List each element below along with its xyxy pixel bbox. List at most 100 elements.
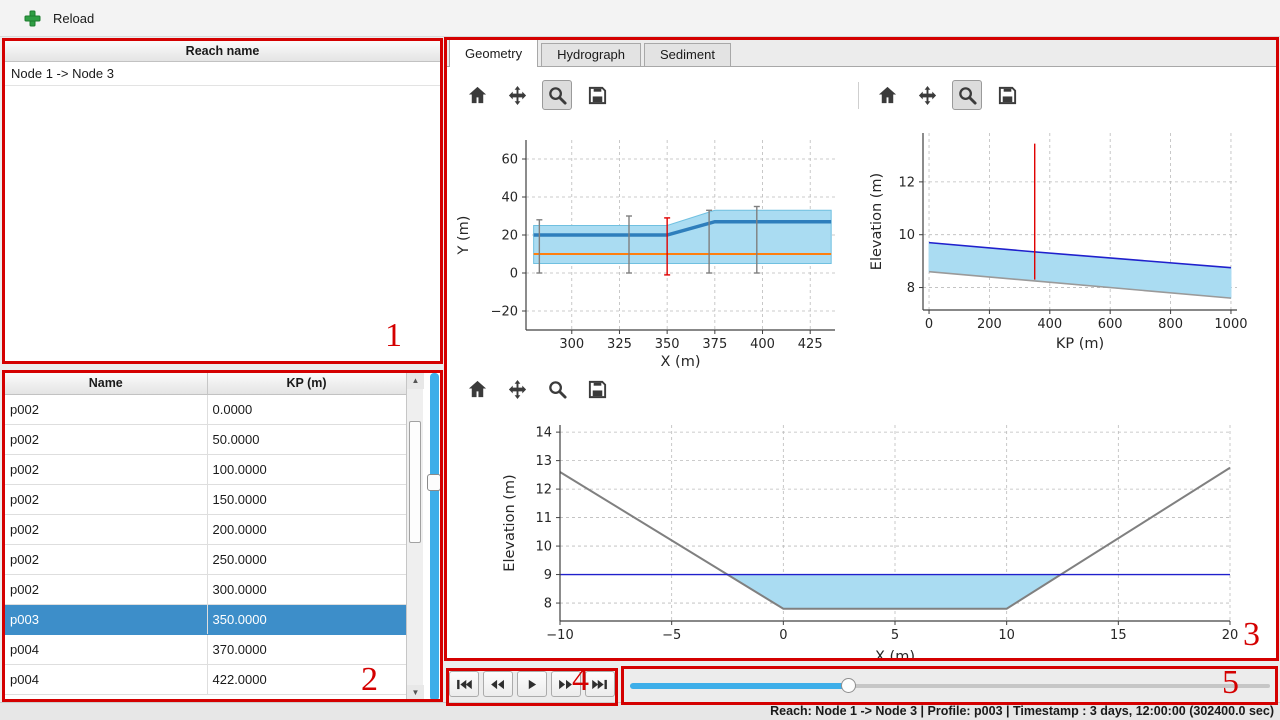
table-row[interactable]: p004 422.0000 <box>5 664 407 695</box>
profile-table: Name KP (m) p002 0.0000 p002 50.0000 p002 100… <box>5 373 407 695</box>
table-scrollbar[interactable]: ▲ ▼ <box>406 373 424 701</box>
plan-view-plot[interactable]: 300 325 350 375 400 425 −20 0 20 40 60 X (m) Y (m) <box>448 115 863 368</box>
zoom-button[interactable] <box>542 80 572 110</box>
save-button[interactable] <box>582 374 612 404</box>
scrollbar-up-icon[interactable]: ▲ <box>407 373 424 389</box>
svg-text:200: 200 <box>977 317 1002 332</box>
svg-text:800: 800 <box>1158 317 1183 332</box>
profile-panel: Name KP (m) p002 0.0000 p002 50.0000 p002 100… <box>4 372 441 702</box>
cell-name[interactable]: p002 <box>5 514 208 545</box>
zoom-button[interactable] <box>952 80 982 110</box>
panel-scrollbar-handle[interactable] <box>427 474 440 491</box>
pan-button[interactable] <box>912 80 942 110</box>
play-button[interactable] <box>517 671 547 697</box>
panel-scrollbar[interactable] <box>427 373 440 701</box>
toolbar-separator <box>858 82 859 109</box>
cell-kp[interactable]: 150.0000 <box>207 484 407 515</box>
svg-text:10: 10 <box>535 540 552 555</box>
table-row[interactable]: p002 0.0000 <box>5 394 407 425</box>
tab-geometry[interactable]: Geometry <box>449 39 539 67</box>
svg-text:425: 425 <box>798 337 823 352</box>
step-forward-icon <box>559 679 572 689</box>
cell-name[interactable]: p002 <box>5 574 208 605</box>
pan-button[interactable] <box>502 374 532 404</box>
time-slider[interactable] <box>630 676 1270 696</box>
svg-text:X (m): X (m) <box>875 649 915 660</box>
step-forward-button[interactable] <box>551 671 581 697</box>
home-button[interactable] <box>462 374 492 404</box>
cell-kp[interactable]: 350.0000 <box>207 604 407 635</box>
svg-text:12: 12 <box>535 483 552 498</box>
tab-sediment[interactable]: Sediment <box>644 43 731 67</box>
home-icon <box>468 86 486 103</box>
table-row[interactable]: p003 350.0000 <box>5 604 407 635</box>
cell-kp[interactable]: 300.0000 <box>207 574 407 605</box>
svg-text:14: 14 <box>535 426 552 441</box>
home-button[interactable] <box>462 80 492 110</box>
save-button[interactable] <box>582 80 612 110</box>
svg-text:Elevation (m): Elevation (m) <box>869 173 885 270</box>
pan-icon <box>918 85 936 105</box>
reach-panel: Reach name Node 1 -> Node 3 <box>4 40 441 362</box>
column-header-name[interactable]: Name <box>5 373 208 395</box>
playback-controls <box>449 671 615 697</box>
scrollbar-thumb[interactable] <box>409 421 421 543</box>
svg-text:0: 0 <box>779 628 787 643</box>
cell-kp[interactable]: 200.0000 <box>207 514 407 545</box>
cell-name[interactable]: p002 <box>5 544 208 575</box>
cell-name[interactable]: p003 <box>5 604 208 635</box>
table-row[interactable]: p002 200.0000 <box>5 514 407 545</box>
plan-view-chart[interactable]: 300 325 350 375 400 425 −20 0 20 40 60 X (m) Y (m) <box>448 115 863 368</box>
zoom-button[interactable] <box>542 374 572 404</box>
step-backward-button[interactable] <box>483 671 513 697</box>
cell-name[interactable]: p002 <box>5 394 208 425</box>
svg-text:Y (m): Y (m) <box>456 216 472 256</box>
svg-text:11: 11 <box>535 511 552 526</box>
home-button[interactable] <box>872 80 902 110</box>
table-header-row: Name KP (m) <box>5 373 407 395</box>
tab-hydrograph[interactable]: Hydrograph <box>541 43 642 67</box>
table-row[interactable]: p002 300.0000 <box>5 574 407 605</box>
svg-text:5: 5 <box>891 628 899 643</box>
cell-kp[interactable]: 50.0000 <box>207 424 407 455</box>
svg-text:400: 400 <box>1037 317 1062 332</box>
table-row[interactable]: p002 150.0000 <box>5 484 407 515</box>
home-icon <box>468 380 486 397</box>
cell-name[interactable]: p002 <box>5 454 208 485</box>
skip-to-start-button[interactable] <box>449 671 479 697</box>
play-icon <box>528 679 537 689</box>
svg-text:40: 40 <box>501 191 518 206</box>
table-row[interactable]: p004 370.0000 <box>5 634 407 665</box>
skip-to-end-button[interactable] <box>585 671 615 697</box>
cell-kp[interactable]: 0.0000 <box>207 394 407 425</box>
slider-fill <box>630 683 848 689</box>
cell-name[interactable]: p002 <box>5 484 208 515</box>
list-item[interactable]: Node 1 -> Node 3 <box>5 62 440 86</box>
scrollbar-down-icon[interactable]: ▼ <box>407 685 424 701</box>
reach-name-header[interactable]: Reach name <box>5 41 440 62</box>
table-row[interactable]: p002 50.0000 <box>5 424 407 455</box>
cross-section-chart[interactable]: −10 −5 0 5 10 15 20 8 9 10 11 12 13 14 X (m) Elevation … <box>448 410 1275 660</box>
table-row[interactable]: p002 250.0000 <box>5 544 407 575</box>
cell-kp[interactable]: 250.0000 <box>207 544 407 575</box>
cell-kp[interactable]: 422.0000 <box>207 664 407 695</box>
save-button[interactable] <box>992 80 1022 110</box>
svg-text:10: 10 <box>998 628 1015 643</box>
slider-handle[interactable] <box>840 678 856 693</box>
cross-section-plot[interactable]: −10 −5 0 5 10 15 20 8 9 10 11 12 13 14 X (m) Elevation … <box>448 410 1275 660</box>
long-profile-chart[interactable]: 0 200 400 600 800 1000 8 10 12 KP (m) Elevation (m… <box>865 115 1275 365</box>
reload-icon <box>24 10 41 26</box>
column-header-kp[interactable]: KP (m) <box>207 373 407 395</box>
cell-kp[interactable]: 370.0000 <box>207 634 407 665</box>
cell-kp[interactable]: 100.0000 <box>207 454 407 485</box>
pan-icon <box>508 379 526 399</box>
pan-button[interactable] <box>502 80 532 110</box>
cell-name[interactable]: p004 <box>5 634 208 665</box>
cell-name[interactable]: p004 <box>5 664 208 695</box>
reload-button[interactable]: Reload <box>24 10 94 27</box>
slider-groove[interactable] <box>630 684 1270 688</box>
table-row[interactable]: p002 100.0000 <box>5 454 407 485</box>
long-profile-plot[interactable]: 0 200 400 600 800 1000 8 10 12 KP (m) Elevation (m… <box>865 115 1275 365</box>
svg-text:−20: −20 <box>491 305 518 320</box>
cell-name[interactable]: p002 <box>5 424 208 455</box>
